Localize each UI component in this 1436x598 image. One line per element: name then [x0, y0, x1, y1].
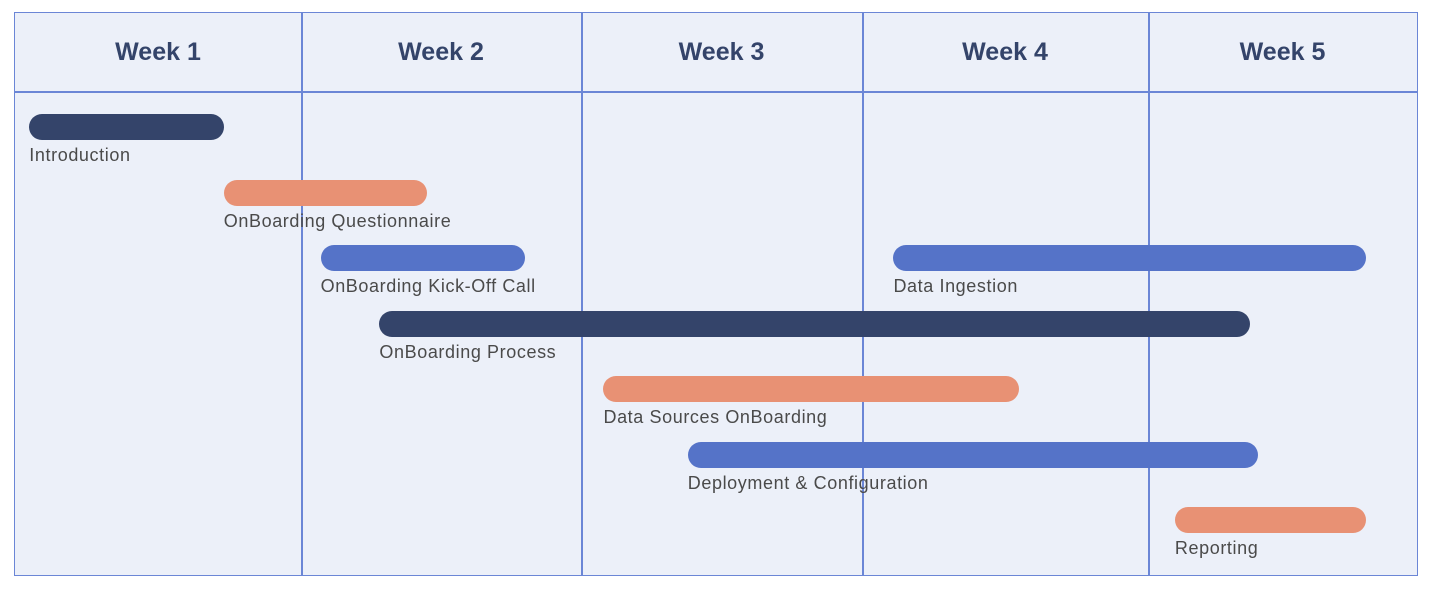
task-bar [687, 441, 1259, 468]
week-divider [1148, 13, 1150, 575]
task-bar [223, 179, 427, 206]
task-bar [1174, 507, 1366, 533]
week-divider [301, 13, 303, 575]
week-header-3: Week 3 [678, 38, 765, 66]
task-bar [29, 114, 224, 140]
header-divider [15, 91, 1417, 93]
week-header-2: Week 2 [398, 38, 484, 66]
week-header-1: Week 1 [115, 38, 201, 66]
task-bar [893, 245, 1366, 271]
task-label: OnBoarding Kick-Off Call [320, 276, 536, 296]
task-bar [320, 245, 525, 271]
week-divider [581, 13, 583, 575]
task-bar [603, 376, 1020, 402]
task-label: Introduction [29, 145, 131, 165]
task-label: OnBoarding Questionnaire [223, 210, 452, 231]
gantt-chart: Week 1 Week 2 Week 3 Week 4 Week 5 Introducti… [14, 12, 1418, 576]
task-label: OnBoarding Process [379, 341, 557, 362]
task-label: Deployment & Configuration [687, 472, 929, 493]
week-header-4: Week 4 [962, 38, 1048, 66]
week-divider [862, 13, 864, 575]
task-label: Reporting [1174, 538, 1259, 558]
week-header-5: Week 5 [1239, 38, 1326, 66]
task-label: Data Sources OnBoarding [603, 407, 828, 427]
task-bar [379, 310, 1251, 337]
task-label: Data Ingestion [893, 276, 1018, 296]
